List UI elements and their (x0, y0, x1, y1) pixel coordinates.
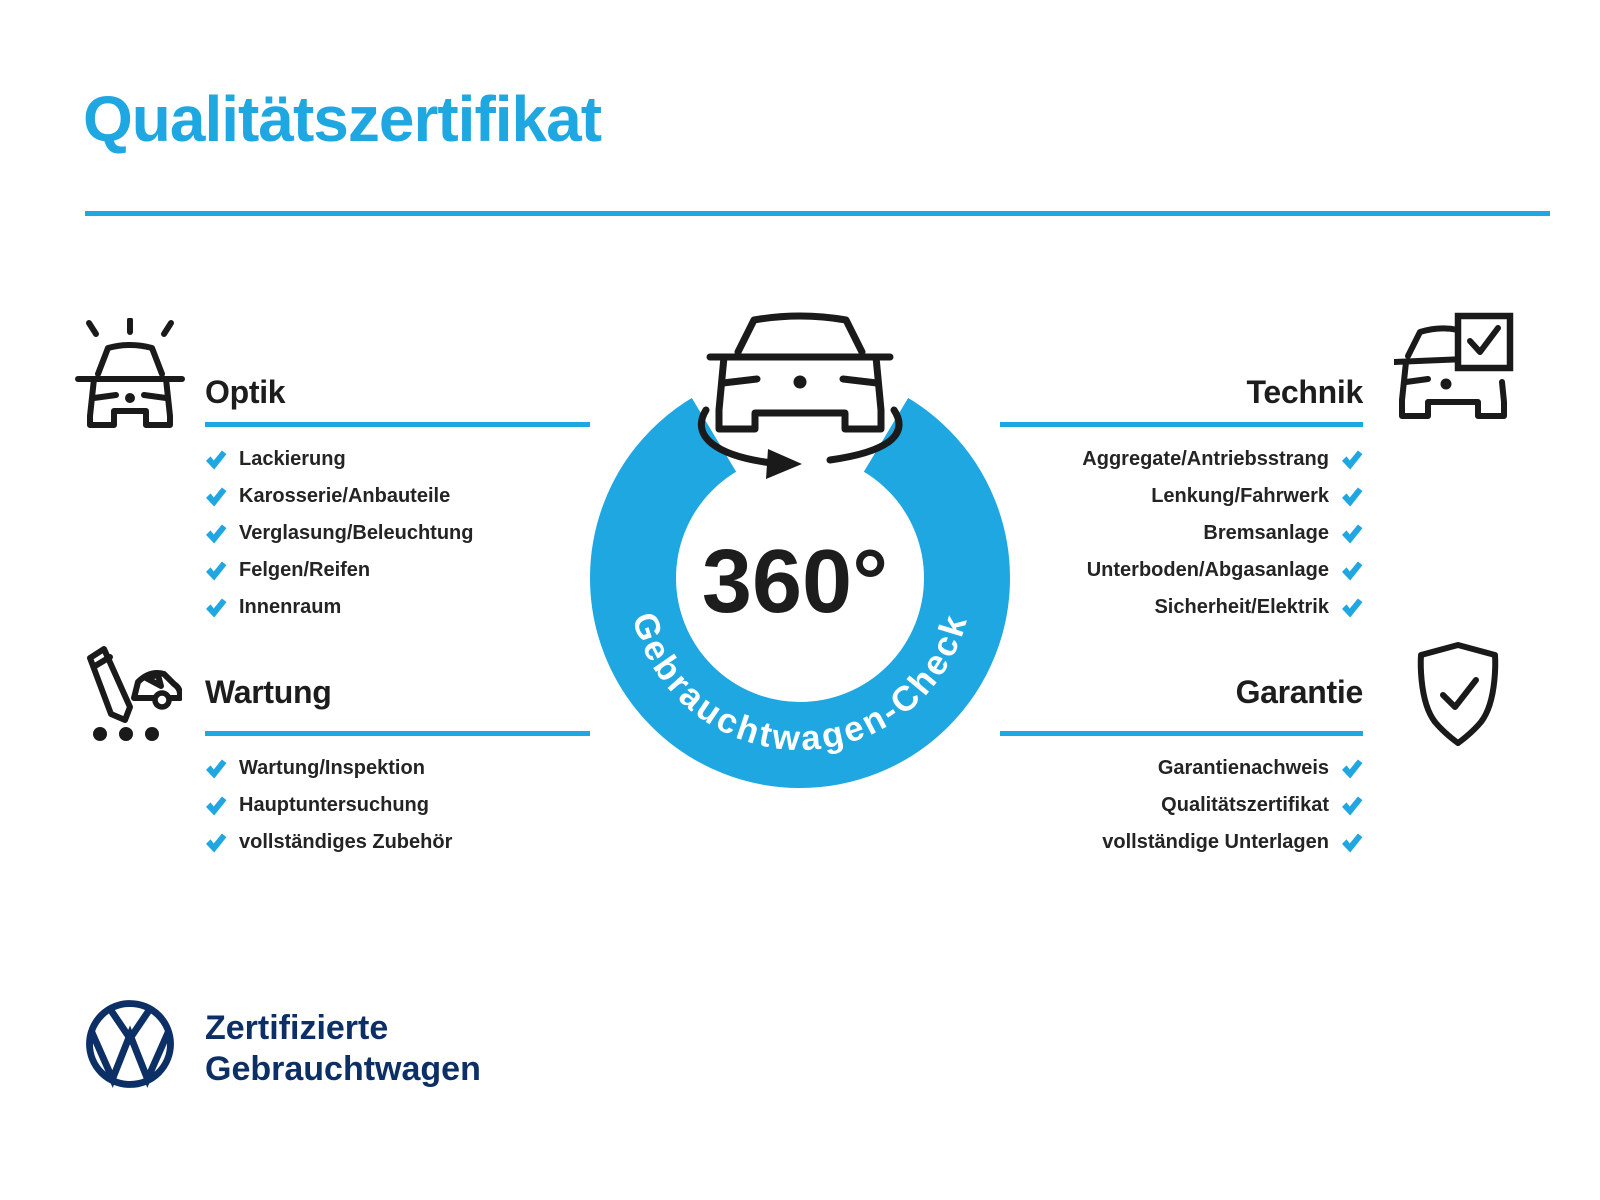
badge-degrees-label: 360° (702, 532, 888, 632)
checklist-item: Sicherheit/Elektrik (1154, 589, 1363, 626)
check-icon (1342, 758, 1363, 779)
check-icon (206, 560, 227, 581)
checklist-item-label: Garantienachweis (1157, 757, 1329, 779)
checklist-item-label: Qualitätszertifikat (1161, 794, 1329, 816)
checklist-item: Karosserie/Anbauteile (205, 478, 473, 515)
checklist-item: Lackierung (205, 441, 473, 478)
checklist-item: Aggregate/Antriebsstrang (1082, 441, 1363, 478)
shield-check-icon (1417, 642, 1499, 746)
badge-ring-notch (666, 355, 934, 578)
section-title-technik: Technik (1246, 374, 1364, 410)
checklist-item: Qualitätszertifikat (1161, 787, 1363, 824)
check-icon (1342, 795, 1363, 816)
check-icon (1342, 832, 1363, 853)
checklist-item-label: Wartung/Inspektion (239, 757, 425, 779)
brand-line-2: Gebrauchtwagen (205, 1050, 481, 1088)
checklist-item: Innenraum (205, 589, 473, 626)
brand-line-1: Zertifizierte (205, 1009, 389, 1047)
check-icon (1342, 449, 1363, 470)
checklist-item: Bremsanlage (1203, 515, 1363, 552)
checklist-wartung: Wartung/Inspektion Hauptuntersuchung volls… (205, 750, 452, 861)
checklist-item-label: Verglasung/Beleuchtung (239, 522, 474, 544)
checklist-item: Hauptuntersuchung (205, 787, 452, 824)
car-front-shine-icon (75, 318, 185, 428)
checklist-item: Garantienachweis (1158, 750, 1363, 787)
checklist-item-label: Sicherheit/Elektrik (1154, 596, 1329, 618)
check-icon (1342, 560, 1363, 581)
title-divider (85, 211, 1550, 216)
rotation-arrow-left (697, 406, 776, 467)
checklist-item: Lenkung/Fahrwerk (1151, 478, 1363, 515)
section-rule-optik (205, 422, 590, 427)
rotating-car-icon (697, 312, 903, 479)
check-icon (206, 832, 227, 853)
checklist-garantie: Garantienachweis Qualitätszertifikat volls… (1102, 750, 1363, 861)
checklist-item-label: Unterboden/Abgasanlage (1086, 559, 1329, 581)
checklist-item-label: Innenraum (239, 596, 342, 618)
checklist-item-label: Karosserie/Anbauteile (239, 485, 451, 507)
checklist-item-label: Bremsanlage (1203, 522, 1329, 544)
section-title-optik: Optik (205, 374, 286, 410)
360-check-badge: Gebrauchtwagen-Check 360° (590, 312, 1010, 788)
checklist-item: vollständige Unterlagen (1102, 824, 1363, 861)
rotation-arrow-right (826, 406, 903, 464)
check-icon (206, 449, 227, 470)
checklist-technik: Aggregate/Antriebsstrang Lenkung/Fahrwerk… (1082, 441, 1363, 626)
checklist-item: Wartung/Inspektion (205, 750, 452, 787)
page-title: Qualitätszertifikat (83, 83, 602, 155)
checklist-item: Verglasung/Beleuchtung (205, 515, 473, 552)
check-icon (1342, 523, 1363, 544)
section-title-garantie: Garantie (1235, 674, 1364, 710)
check-icon (206, 597, 227, 618)
checklist-item: vollständiges Zubehör (205, 824, 452, 861)
check-icon (206, 758, 227, 779)
rotation-arrowhead (766, 449, 802, 479)
brand-text: Zertifizierte Gebrauchtwagen (205, 1008, 481, 1090)
check-icon (1342, 597, 1363, 618)
check-icon (206, 523, 227, 544)
section-rule-technik (1000, 422, 1363, 427)
check-icon (206, 795, 227, 816)
checklist-item-label: Hauptuntersuchung (239, 794, 429, 816)
check-icon (1342, 486, 1363, 507)
vw-logo (86, 1000, 174, 1088)
checklist-item-label: Lenkung/Fahrwerk (1151, 485, 1329, 507)
checklist-item-label: vollständiges Zubehör (239, 831, 453, 853)
section-rule-garantie (1000, 731, 1363, 736)
checklist-item-label: Felgen/Reifen (239, 559, 371, 581)
checklist-item-label: Aggregate/Antriebsstrang (1082, 448, 1329, 470)
section-title-wartung: Wartung (205, 674, 332, 710)
checklist-item: Unterboden/Abgasanlage (1087, 552, 1363, 589)
pencil-car-checklist-icon (87, 646, 182, 741)
car-checkbox-icon (1394, 312, 1514, 419)
check-icon (206, 486, 227, 507)
checklist-item-label: Lackierung (239, 448, 346, 470)
checklist-item: Felgen/Reifen (205, 552, 473, 589)
section-rule-wartung (205, 731, 590, 736)
checklist-item-label: vollständige Unterlagen (1102, 831, 1329, 853)
checklist-optik: Lackierung Karosserie/Anbauteile Verglasun… (205, 441, 473, 626)
